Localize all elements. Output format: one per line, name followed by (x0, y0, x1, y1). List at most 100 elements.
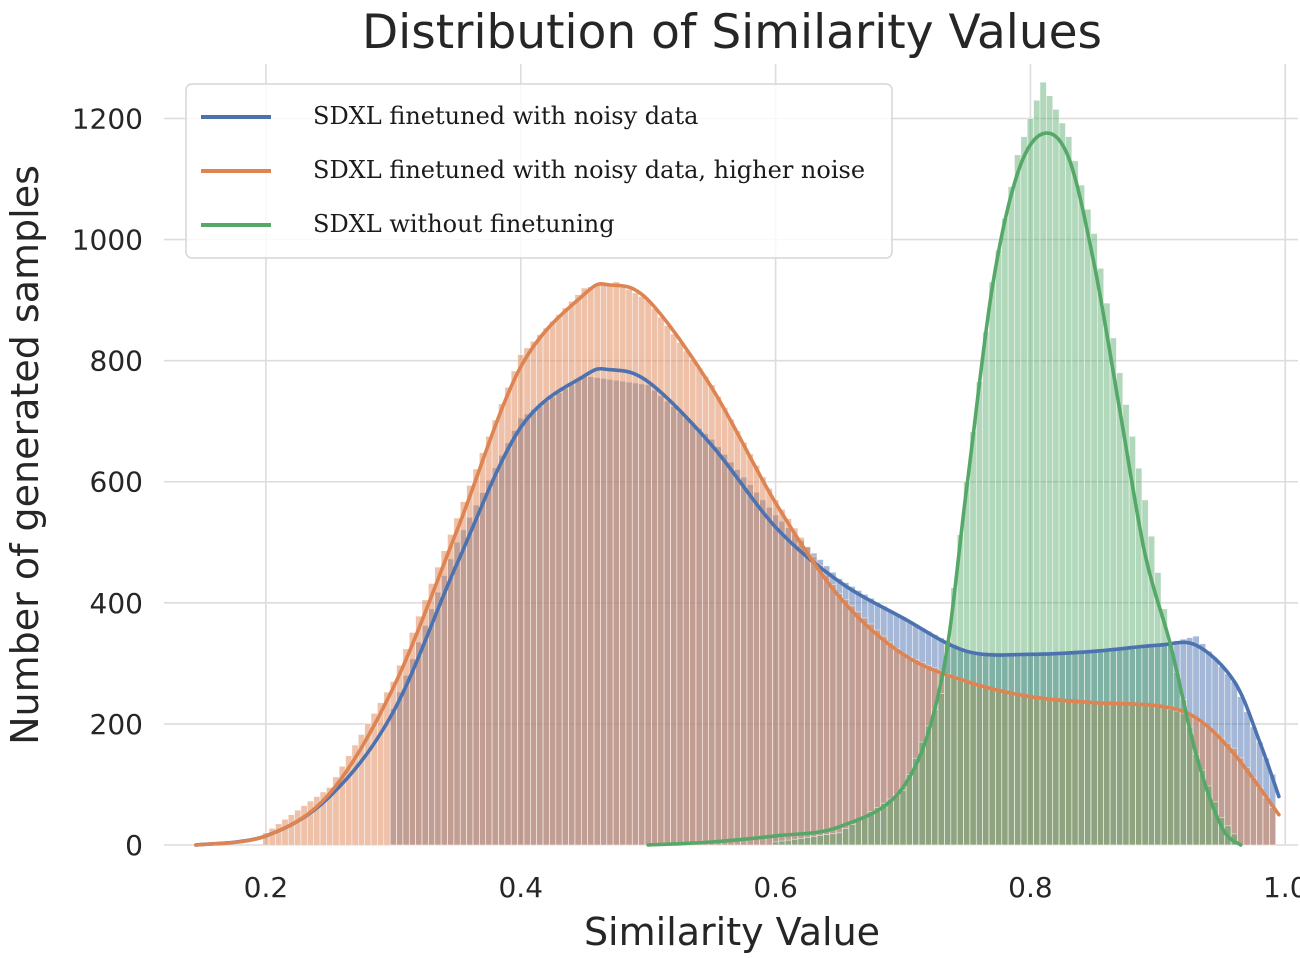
histogram-bar (287, 814, 295, 846)
histogram-bar (791, 838, 799, 846)
histogram-bar (803, 837, 811, 846)
histogram-bar (740, 442, 748, 846)
histogram-bar (377, 702, 385, 846)
histogram-bar (791, 527, 799, 846)
histogram-bar (294, 809, 302, 846)
y-tick-label: 400 (90, 587, 143, 620)
histogram-bar (829, 584, 837, 846)
histogram-bar (676, 342, 684, 846)
y-tick-label: 0 (125, 829, 143, 862)
histogram-bar (612, 281, 620, 846)
chart-title: Distribution of Similarity Values (362, 5, 1102, 60)
histogram-bar (1065, 136, 1073, 846)
histogram-bar (1249, 777, 1257, 846)
histogram-bar (536, 334, 544, 846)
legend-label-noisy: SDXL finetuned with noisy data (313, 102, 698, 130)
kde-curve-series-2 (646, 131, 1243, 847)
histogram-bar (1173, 672, 1181, 846)
histogram-bar (1256, 787, 1264, 846)
histogram-bar (695, 367, 703, 846)
histogram-bar (1058, 122, 1066, 846)
histogram-bar (975, 381, 983, 846)
y-tick-label: 600 (90, 466, 143, 499)
histogram-bar (682, 350, 690, 846)
histogram-bar (944, 640, 952, 846)
histogram-bar (905, 774, 913, 846)
histogram-bar (784, 518, 792, 846)
histogram-bar (1243, 767, 1251, 846)
histogram-bar (1046, 95, 1054, 846)
y-tick-label: 1000 (72, 224, 143, 257)
histogram-bar (530, 340, 537, 846)
histogram-bar (759, 476, 767, 846)
histogram-bar (702, 376, 710, 846)
histogram-bar (689, 359, 697, 846)
histogram-bar (861, 617, 869, 846)
histogram-bar (848, 605, 856, 846)
histogram-bar (988, 281, 996, 846)
x-tick-label: 0.6 (753, 871, 798, 904)
histogram-bar (784, 839, 792, 846)
histogram-bar (1014, 154, 1022, 846)
histogram-bar (816, 835, 824, 846)
histogram-bar (300, 805, 308, 846)
histogram-bar (823, 834, 831, 846)
histogram-bar (816, 565, 824, 846)
histogram-bar (803, 546, 811, 846)
histogram-bar (956, 534, 964, 846)
x-tick-label: 0.2 (244, 871, 289, 904)
histogram-bar (797, 537, 805, 846)
histogram-bar (708, 384, 716, 846)
histogram-bar (823, 574, 831, 846)
histogram-bar (931, 709, 939, 846)
histogram-bar (1020, 136, 1028, 846)
histogram-bar (969, 431, 977, 846)
histogram-bar (1230, 747, 1238, 846)
histogram-bar (370, 713, 378, 846)
histogram-bar (714, 396, 722, 846)
histogram-bar (1001, 218, 1009, 846)
histogram-bar (937, 693, 945, 846)
histogram-bar (549, 321, 557, 846)
y-axis-label: Number of generated samples (3, 165, 47, 745)
histogram-bar (1269, 807, 1277, 846)
histogram-bar (1007, 186, 1015, 846)
kde-curve-series-1 (194, 282, 1281, 847)
y-tick-label: 200 (90, 708, 143, 741)
legend-box (185, 83, 893, 259)
histogram-bar (765, 488, 773, 846)
histogram-bar (1052, 109, 1060, 846)
histogram-bar (275, 823, 283, 846)
histogram-bar (797, 838, 805, 846)
histogram-bar (829, 833, 837, 846)
y-tick-label: 800 (90, 345, 143, 378)
histogram-bar (727, 419, 735, 846)
histogram-bar (281, 818, 289, 846)
x-tick-label: 1.0 (1263, 871, 1300, 904)
legend-label-no-finetuning: SDXL without finetuning (313, 210, 615, 238)
histogram-bar (733, 430, 741, 846)
histogram-bar (778, 508, 786, 846)
histogram-bar (772, 499, 780, 846)
legend-label-higher-noise: SDXL finetuned with noisy data, higher n… (313, 156, 865, 184)
kde-curve-series-0 (194, 366, 1281, 847)
histogram-bars (262, 81, 1277, 846)
histogram-bar (752, 465, 760, 846)
histogram-bar (848, 824, 856, 846)
x-tick-label: 0.4 (498, 871, 543, 904)
histogram-bar (1026, 118, 1034, 846)
y-tick-label: 1200 (72, 102, 143, 135)
histogram-bar (1097, 268, 1104, 846)
histogram-bar (886, 798, 894, 846)
histogram-bar (842, 599, 850, 846)
histogram-bar (307, 800, 315, 846)
histogram-bar (854, 611, 862, 846)
histogram-bar (1039, 81, 1047, 846)
histogram-bar (1077, 184, 1085, 846)
histogram-bar (995, 249, 1003, 846)
histogram-bar (1262, 797, 1270, 846)
histogram-bar (670, 333, 678, 846)
histogram-bar (835, 593, 843, 846)
